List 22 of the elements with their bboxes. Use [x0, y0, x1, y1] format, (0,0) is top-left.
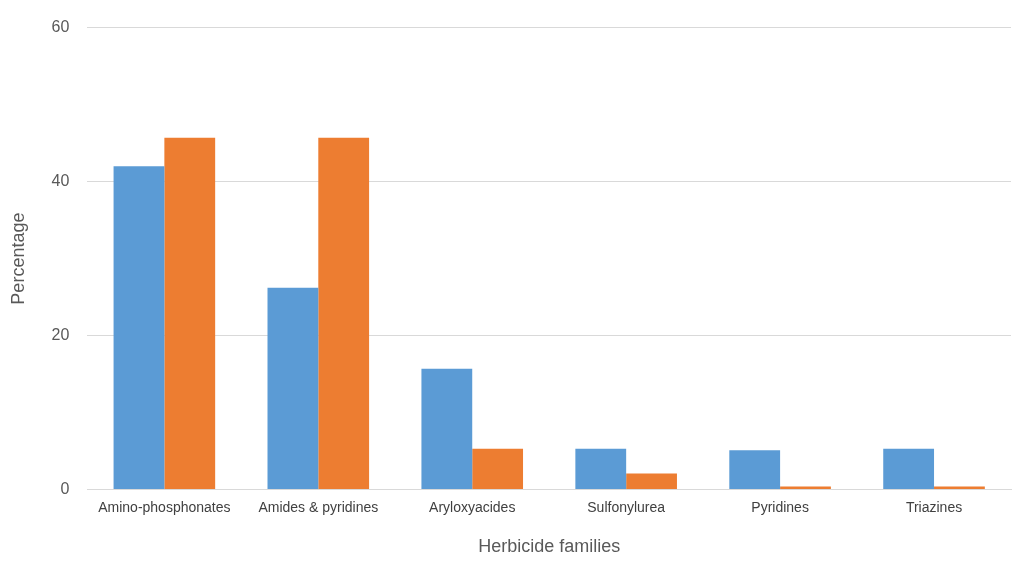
y-axis-title: Percentage — [7, 212, 28, 305]
bar — [318, 137, 370, 490]
x-tick-label: Triazines — [905, 498, 963, 515]
y-tick-label: 40 — [51, 172, 70, 190]
x-tick-label: Pyridines — [751, 498, 809, 515]
x-tick-label: Aryloxyacides — [429, 498, 516, 515]
bar — [421, 368, 473, 490]
y-tick-label: 60 — [51, 18, 70, 36]
bar — [472, 448, 524, 490]
bar — [729, 450, 781, 490]
x-axis-title: Herbicide families — [478, 536, 621, 557]
y-tick-label: 0 — [60, 480, 70, 498]
bar — [883, 448, 935, 490]
bar — [575, 448, 627, 490]
x-tick-label: Amino-phosphonates — [98, 498, 231, 515]
bar — [267, 287, 319, 490]
bar — [113, 166, 165, 490]
y-tick-label: 20 — [51, 326, 70, 344]
x-tick-label: Sulfonylurea — [587, 498, 666, 515]
x-tick-label: Amides & pyridines — [258, 498, 379, 515]
bar — [164, 137, 216, 490]
bar — [626, 473, 677, 490]
